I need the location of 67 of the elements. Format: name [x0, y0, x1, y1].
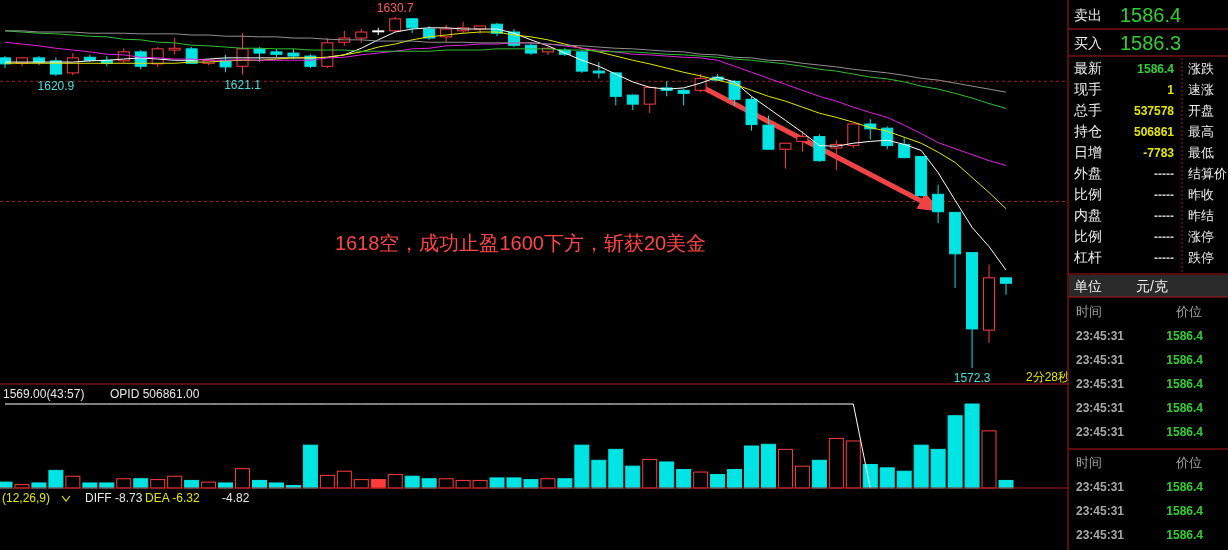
text: 价位 — [1175, 455, 1202, 470]
chart-subtitle: OPID 506861.00 — [110, 387, 200, 401]
text: 23:45:31 — [1076, 401, 1125, 415]
annotation: 1630.7 — [376, 1, 414, 15]
text: 23:45:31 — [1076, 504, 1125, 518]
text: 现手 — [1074, 81, 1102, 97]
text: 1586.4 — [1166, 425, 1204, 439]
text: 外盘 — [1074, 165, 1102, 181]
text: 内盘 — [1074, 207, 1102, 223]
text: 最低 — [1188, 145, 1214, 160]
text: 1586.4 — [1166, 329, 1204, 343]
text: 日增 — [1074, 144, 1102, 160]
text: 速涨 — [1188, 82, 1214, 97]
text: 买入 — [1074, 35, 1102, 51]
annotation: 1620.9 — [37, 78, 75, 93]
text: 1586.4 — [1120, 4, 1182, 26]
text: 卖出 — [1074, 7, 1102, 23]
text: 1586.4 — [1166, 480, 1204, 494]
text: 1586.4 — [1137, 62, 1175, 76]
text: 涨停 — [1188, 229, 1214, 244]
text: ----- — [1154, 188, 1174, 202]
text: ----- — [1154, 167, 1174, 181]
text: ----- — [1154, 230, 1174, 244]
text: 1586.3 — [1120, 32, 1182, 54]
text: 昨结 — [1188, 208, 1214, 223]
text: 涨跌 — [1188, 61, 1214, 76]
text: 单位 — [1074, 278, 1102, 294]
text: 23:45:31 — [1076, 329, 1125, 343]
text: 23:45:31 — [1076, 425, 1125, 439]
text: 1586.4 — [1166, 401, 1204, 415]
text: ----- — [1154, 251, 1174, 265]
text: 结算价 — [1188, 166, 1227, 181]
text: 元/克 — [1136, 278, 1168, 294]
annotation: 1621.1 — [224, 77, 262, 92]
text: DEA -6.32 — [145, 491, 201, 505]
text: (12,26,9) — [2, 491, 51, 505]
text: 537578 — [1133, 104, 1175, 118]
text: 开盘 — [1188, 103, 1214, 118]
text: ----- — [1154, 209, 1174, 223]
text: 23:45:31 — [1076, 528, 1125, 542]
text: 跌停 — [1188, 250, 1214, 265]
annotation: 1618空，成功止盈1600下方，斩获20美金 — [335, 232, 707, 254]
text: -4.82 — [222, 491, 250, 505]
text: 1586.4 — [1166, 377, 1204, 391]
text: 时间 — [1076, 455, 1102, 470]
text: 比例 — [1074, 228, 1102, 244]
text: 506861 — [1133, 125, 1175, 139]
text: 时间 — [1076, 304, 1102, 319]
text: 价位 — [1175, 304, 1202, 319]
text: 23:45:31 — [1076, 480, 1125, 494]
text: 总手 — [1073, 102, 1102, 118]
text: 1 — [1167, 83, 1175, 97]
text: 23:45:31 — [1076, 377, 1125, 391]
text: 23:45:31 — [1076, 353, 1125, 367]
text: 持仓 — [1074, 123, 1102, 139]
text: 最新 — [1074, 60, 1102, 76]
text: DIFF -8.73 — [85, 491, 143, 505]
text: 1586.4 — [1166, 528, 1204, 542]
text: -7783 — [1143, 146, 1175, 160]
text: 昨收 — [1188, 187, 1214, 202]
text: 杠杆 — [1073, 249, 1102, 265]
text: 最高 — [1188, 124, 1214, 139]
text: 比例 — [1074, 186, 1102, 202]
text: 1586.4 — [1166, 353, 1204, 367]
text: 1586.4 — [1166, 504, 1204, 518]
chart-title: 1569.00(43:57) — [3, 387, 85, 401]
annotation: 1572.3 — [953, 371, 991, 385]
